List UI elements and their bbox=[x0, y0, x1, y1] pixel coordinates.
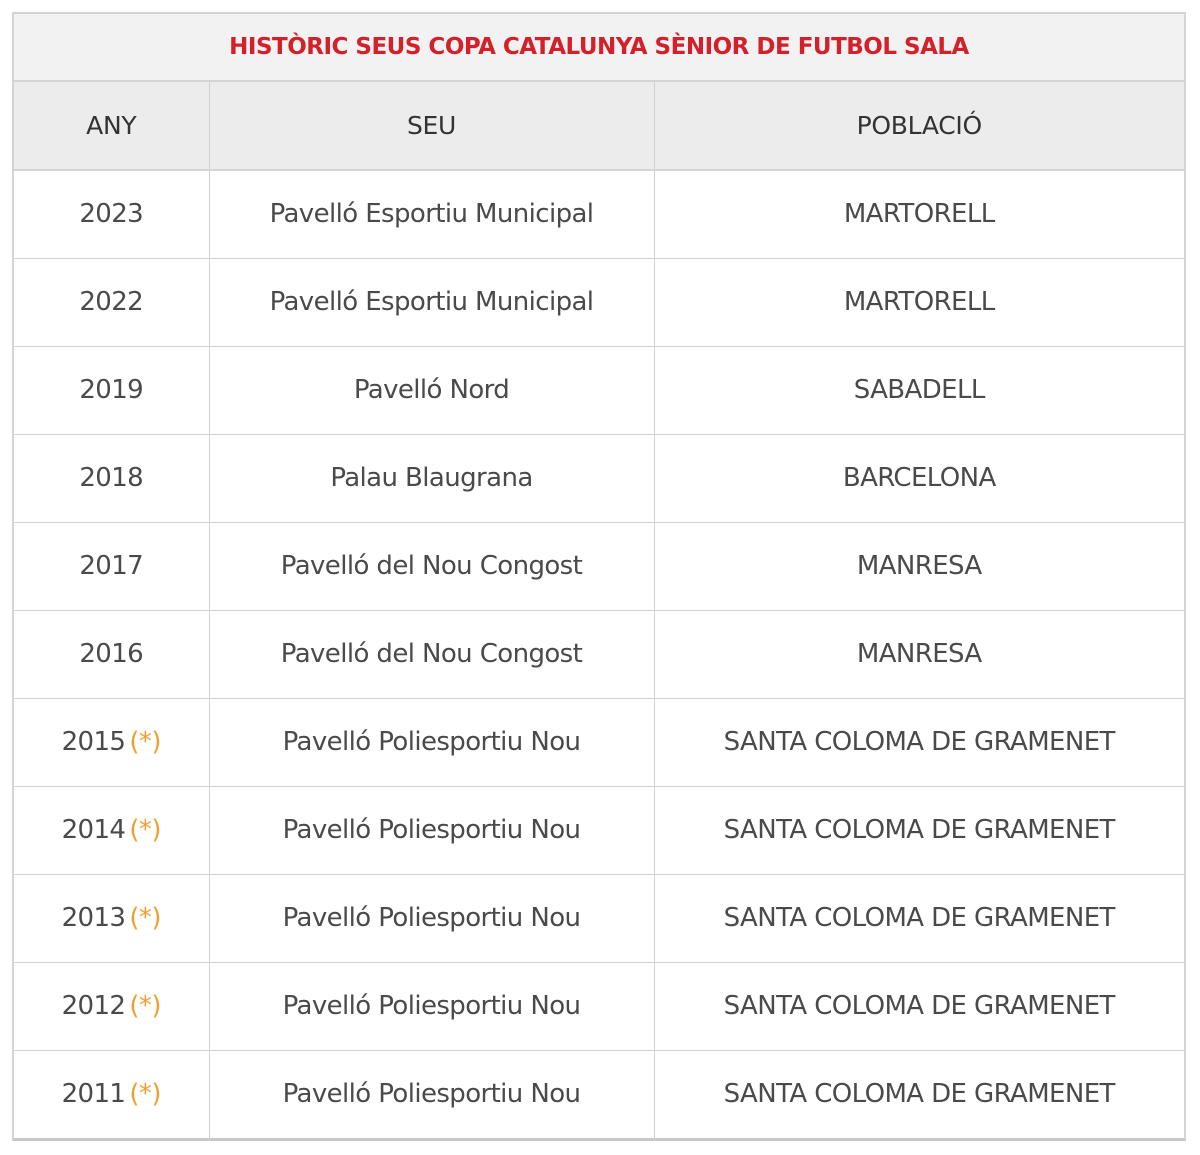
cell-any: 2014 (*) bbox=[14, 786, 209, 875]
cell-poblacio: SANTA COLOMA DE GRAMENET bbox=[653, 786, 1184, 875]
cell-seu: Pavelló Poliesportiu Nou bbox=[208, 786, 654, 875]
cell-seu: Pavelló Nord bbox=[208, 346, 654, 435]
year-value: 2019 bbox=[79, 375, 144, 405]
cell-poblacio: BARCELONA bbox=[653, 434, 1184, 523]
footnote-asterisk-mark: (*) bbox=[129, 991, 161, 1021]
cell-poblacio: MANRESA bbox=[653, 610, 1184, 699]
cell-any: 2023 bbox=[14, 170, 209, 259]
cell-any: 2017 bbox=[14, 522, 209, 611]
table-row: 2012 (*) Pavelló Poliesportiu Nou SANTA COL… bbox=[14, 962, 1184, 1051]
footnote-asterisk-mark: (*) bbox=[129, 903, 161, 933]
cell-any: 2018 bbox=[14, 434, 209, 523]
year-value: 2017 bbox=[79, 551, 144, 581]
table-row: 2017 Pavelló del Nou Congost MANRESA bbox=[14, 522, 1184, 611]
table-body: 2023 Pavelló Esportiu Municipal MARTORELL 2… bbox=[14, 170, 1184, 1138]
year-value: 2016 bbox=[79, 639, 144, 669]
table-row: 2015 (*) Pavelló Poliesportiu Nou SANTA COL… bbox=[14, 698, 1184, 787]
cell-any: 2015 (*) bbox=[14, 698, 209, 787]
header-row: ANY SEU POBLACIÓ bbox=[14, 82, 1184, 171]
cell-seu: Pavelló del Nou Congost bbox=[208, 522, 654, 611]
table-row: 2019 Pavelló Nord SABADELL bbox=[14, 346, 1184, 435]
cell-poblacio: SABADELL bbox=[653, 346, 1184, 435]
cell-seu: Pavelló del Nou Congost bbox=[208, 610, 654, 699]
table-title: HISTÒRIC SEUS COPA CATALUNYA SÈNIOR DE F… bbox=[229, 34, 969, 60]
venues-table: ANY SEU POBLACIÓ 2023 Pavelló Esportiu Mu… bbox=[14, 82, 1184, 1138]
table-row: 2016 Pavelló del Nou Congost MANRESA bbox=[14, 610, 1184, 699]
year-value: 2023 bbox=[79, 199, 144, 230]
cell-poblacio: MARTORELL bbox=[653, 258, 1184, 347]
cell-any: 2019 bbox=[14, 346, 209, 435]
year-value: 2011 bbox=[61, 1079, 126, 1110]
table-row: 2023 Pavelló Esportiu Municipal MARTORELL bbox=[14, 170, 1184, 259]
cell-seu: Pavelló Poliesportiu Nou bbox=[208, 698, 654, 787]
cell-seu: Pavelló Poliesportiu Nou bbox=[208, 962, 654, 1051]
cell-any: 2016 bbox=[14, 610, 209, 699]
cell-any: 2013 (*) bbox=[14, 874, 209, 963]
header-poblacio: POBLACIÓ bbox=[653, 82, 1184, 171]
year-value: 2014 bbox=[61, 815, 126, 845]
table-row: 2014 (*) Pavelló Poliesportiu Nou SANTA COL… bbox=[14, 786, 1184, 875]
cell-poblacio: SANTA COLOMA DE GRAMENET bbox=[653, 962, 1184, 1051]
year-value: 2015 bbox=[61, 727, 126, 757]
cell-poblacio: SANTA COLOMA DE GRAMENET bbox=[653, 874, 1184, 963]
year-value: 2013 bbox=[61, 903, 126, 933]
cell-seu: Pavelló Poliesportiu Nou bbox=[208, 1050, 654, 1138]
cell-any: 2022 bbox=[14, 258, 209, 347]
table-row: 2013 (*) Pavelló Poliesportiu Nou SANTA COL… bbox=[14, 874, 1184, 963]
cell-seu: Pavelló Esportiu Municipal bbox=[208, 258, 654, 347]
table-row: 2018 Palau Blaugrana BARCELONA bbox=[14, 434, 1184, 523]
cell-any: 2012 (*) bbox=[14, 962, 209, 1051]
cell-seu: Palau Blaugrana bbox=[208, 434, 654, 523]
footnote-asterisk-mark: (*) bbox=[129, 727, 161, 757]
table-row: 2011 (*) Pavelló Poliesportiu Nou SANTA COL… bbox=[14, 1050, 1184, 1138]
header-any: ANY bbox=[14, 82, 209, 171]
header-seu: SEU bbox=[208, 82, 654, 171]
cell-poblacio: SANTA COLOMA DE GRAMENET bbox=[653, 1050, 1184, 1138]
cell-poblacio: MARTORELL bbox=[653, 170, 1184, 259]
cell-seu: Pavelló Poliesportiu Nou bbox=[208, 874, 654, 963]
footnote-asterisk-mark: (*) bbox=[129, 815, 161, 845]
year-value: 2018 bbox=[79, 463, 144, 493]
cell-any: 2011 (*) bbox=[14, 1050, 209, 1138]
footnote-asterisk-mark: (*) bbox=[129, 1079, 161, 1110]
cell-poblacio: MANRESA bbox=[653, 522, 1184, 611]
table-title-row: HISTÒRIC SEUS COPA CATALUNYA SÈNIOR DE F… bbox=[14, 14, 1184, 82]
table-row: 2022 Pavelló Esportiu Municipal MARTORELL bbox=[14, 258, 1184, 347]
cell-poblacio: SANTA COLOMA DE GRAMENET bbox=[653, 698, 1184, 787]
year-value: 2022 bbox=[79, 287, 144, 317]
cell-seu: Pavelló Esportiu Municipal bbox=[208, 170, 654, 259]
year-value: 2012 bbox=[61, 991, 126, 1021]
venues-table-container: HISTÒRIC SEUS COPA CATALUNYA SÈNIOR DE F… bbox=[12, 12, 1186, 1141]
